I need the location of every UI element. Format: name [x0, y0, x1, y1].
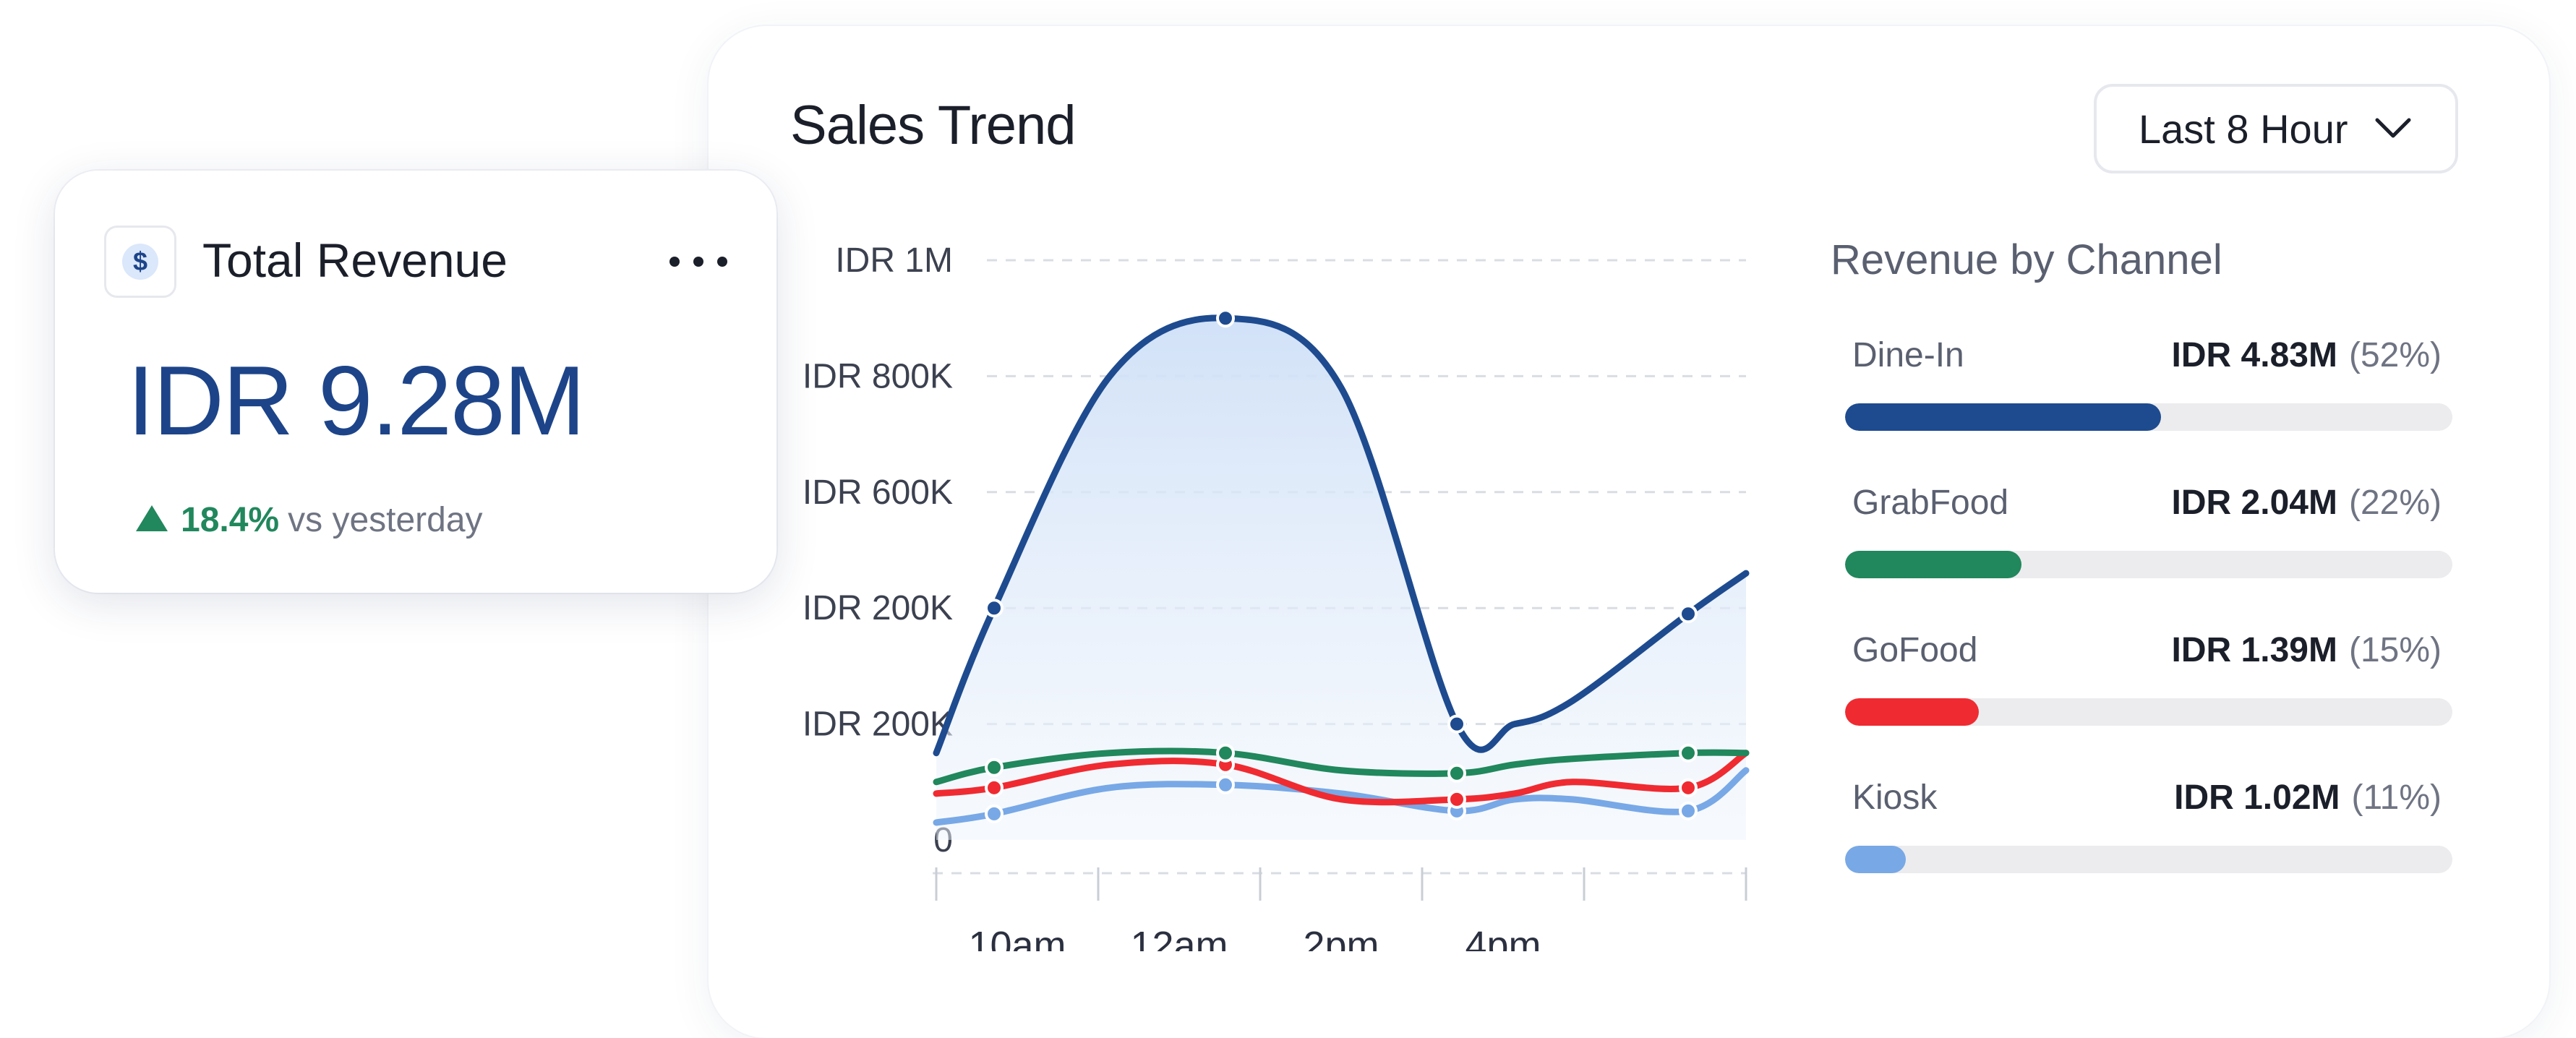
channel-progress-track — [1845, 403, 2452, 431]
channel-percent: (11%) — [2351, 778, 2442, 817]
data-point — [1447, 714, 1466, 734]
x-tick-label: 4pm — [1465, 924, 1541, 951]
x-tick-label: 2pm — [1303, 924, 1379, 951]
channel-name: GrabFood — [1852, 484, 2009, 522]
channel-amount: IDR 2.04M (22%) — [2172, 483, 2442, 523]
time-range-dropdown[interactable]: Last 8 Hour — [2094, 84, 2458, 173]
y-tick-label: IDR 200K — [803, 705, 953, 744]
channel-progress-track — [1845, 846, 2452, 873]
channel-progress-fill — [1845, 846, 1906, 873]
channel-progress-fill — [1845, 551, 2021, 578]
series-line — [933, 747, 1750, 786]
channel-name: Kiosk — [1852, 778, 1938, 817]
channel-row-gofood: GoFood IDR 1.39M (15%) — [1845, 630, 2452, 746]
x-tick-label: 10am — [968, 924, 1066, 951]
series-line — [933, 314, 1750, 757]
sales-trend-title: Sales Trend — [790, 95, 1077, 156]
time-range-value: Last 8 Hour — [2139, 106, 2348, 152]
channel-amount-value: IDR 1.39M — [2171, 631, 2337, 669]
channel-row-kiosk: Kiosk IDR 1.02M (11%) — [1845, 778, 2452, 893]
channel-progress-track — [1845, 698, 2452, 726]
data-point — [1447, 789, 1466, 809]
channel-progress-track — [1845, 551, 2452, 578]
channel-amount: IDR 1.02M (11%) — [2174, 778, 2442, 818]
data-point — [1216, 309, 1235, 328]
data-point — [985, 804, 1004, 823]
y-tick-label: IDR 800K — [803, 357, 953, 395]
dollar-icon: $ — [122, 244, 158, 280]
channel-percent: (52%) — [2348, 336, 2442, 374]
channel-name: GoFood — [1852, 631, 1978, 669]
channel-row-dine-in: Dine-In IDR 4.83M (52%) — [1845, 335, 2452, 451]
channel-amount-value: IDR 1.02M — [2174, 778, 2340, 817]
revenue-by-channel-title: Revenue by Channel — [1831, 236, 2222, 283]
channel-progress-fill — [1845, 403, 2161, 431]
channel-percent: (22%) — [2348, 484, 2442, 522]
series-area — [936, 317, 1746, 840]
y-tick-label: IDR 200K — [803, 589, 953, 627]
delta-percent: 18.4% — [181, 501, 280, 539]
revenue-icon-box: $ — [104, 226, 176, 298]
channel-amount-value: IDR 4.83M — [2171, 336, 2337, 374]
data-point — [985, 599, 1004, 618]
y-tick-label: IDR 600K — [803, 473, 953, 512]
data-point — [1216, 743, 1235, 763]
y-tick-label: IDR 1M — [835, 241, 953, 280]
total-revenue-value: IDR 9.28M — [127, 346, 586, 455]
trend-up-icon — [136, 505, 168, 531]
data-point — [1679, 778, 1698, 797]
x-tick-label: 12am — [1130, 924, 1228, 951]
channel-row-grabfood: GrabFood IDR 2.04M (22%) — [1845, 483, 2452, 599]
data-point — [1679, 801, 1698, 820]
channel-percent: (15%) — [2348, 631, 2442, 669]
data-point — [1679, 604, 1698, 624]
channel-amount: IDR 1.39M (15%) — [2172, 630, 2442, 670]
channel-amount: IDR 4.83M (52%) — [2172, 335, 2442, 375]
channel-name: Dine-In — [1852, 336, 1964, 374]
delta-comparison: vs yesterday — [288, 501, 483, 539]
data-point — [1679, 743, 1698, 763]
channel-amount-value: IDR 2.04M — [2171, 484, 2337, 522]
data-point — [1447, 763, 1466, 783]
data-point — [985, 758, 1004, 777]
total-revenue-title: Total Revenue — [202, 233, 508, 287]
total-revenue-card: $ Total Revenue IDR 9.28M 18.4% vs yeste… — [55, 171, 776, 593]
more-options-icon[interactable] — [669, 240, 727, 283]
revenue-delta: 18.4% vs yesterday — [136, 500, 483, 540]
series-line — [933, 767, 1750, 826]
data-point — [1216, 775, 1235, 794]
series-line — [933, 750, 1750, 806]
chevron-down-icon — [2375, 118, 2411, 138]
channel-progress-fill — [1845, 698, 1979, 726]
data-point — [985, 778, 1004, 797]
